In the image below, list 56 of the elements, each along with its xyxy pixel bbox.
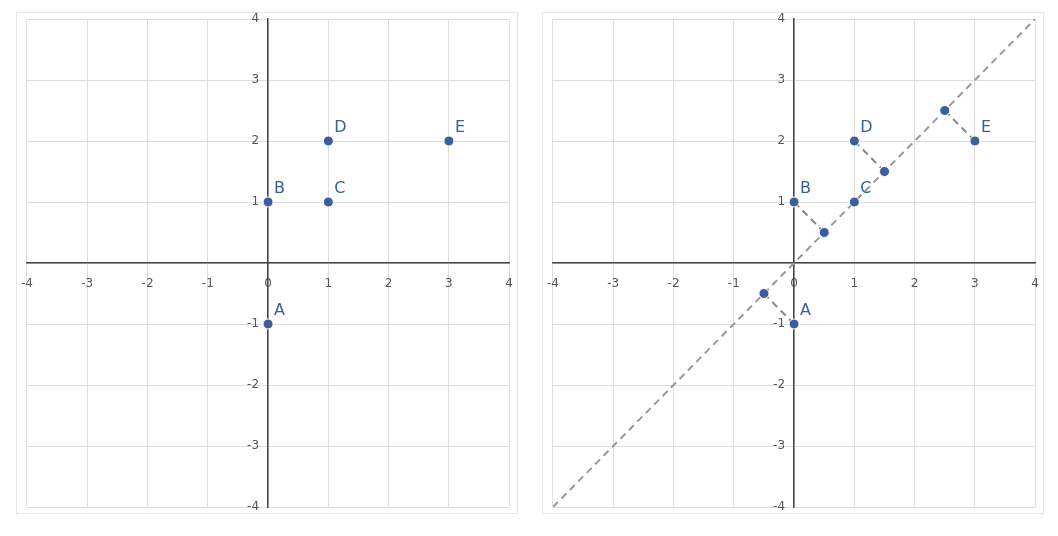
point bbox=[443, 135, 455, 147]
point bbox=[322, 135, 334, 147]
annotation: C bbox=[860, 178, 872, 198]
point bbox=[879, 166, 890, 177]
y-tick-label: 1 bbox=[251, 194, 260, 209]
point bbox=[262, 196, 274, 208]
point bbox=[262, 318, 274, 330]
point bbox=[818, 227, 830, 238]
y-tick-label: 4 bbox=[777, 11, 786, 26]
point bbox=[758, 288, 770, 299]
y-tick-label: -3 bbox=[247, 438, 260, 453]
annotation: B bbox=[800, 178, 812, 198]
point bbox=[322, 196, 334, 208]
y-tick-label: 3 bbox=[777, 72, 786, 87]
y-tick-label: -4 bbox=[247, 499, 260, 514]
x-tick-label: 3 bbox=[445, 276, 453, 291]
y-tick-label: 4 bbox=[251, 11, 260, 26]
annotation: D bbox=[860, 117, 873, 137]
point bbox=[939, 105, 951, 116]
y-tick-label: 1 bbox=[777, 194, 786, 209]
y-tick-label: 3 bbox=[251, 72, 260, 87]
annotation: A bbox=[274, 300, 286, 320]
x-tick-label: -2 bbox=[141, 276, 154, 291]
x-tick-label: -1 bbox=[201, 276, 214, 291]
point bbox=[848, 135, 860, 147]
y-tick-label: -3 bbox=[773, 438, 786, 453]
annotation: B bbox=[274, 178, 286, 198]
annotation: E bbox=[454, 117, 466, 137]
x-tick-label: 1 bbox=[324, 276, 333, 291]
point bbox=[788, 318, 800, 330]
point bbox=[969, 135, 981, 147]
x-tick-label: 4 bbox=[505, 276, 513, 291]
x-tick-label: -4 bbox=[547, 276, 559, 291]
y-tick-label: -4 bbox=[773, 499, 786, 514]
x-tick-label: 4 bbox=[1031, 276, 1039, 291]
annotation: D bbox=[334, 117, 347, 137]
y-tick-label: 2 bbox=[251, 133, 260, 148]
y-tick-label: -2 bbox=[773, 377, 786, 392]
y-tick-label: 2 bbox=[777, 133, 786, 148]
point bbox=[788, 196, 800, 208]
y-tick-label: -1 bbox=[247, 316, 260, 331]
x-tick-label: -2 bbox=[667, 276, 680, 291]
x-tick-label: 1 bbox=[850, 276, 859, 291]
annotation: E bbox=[980, 117, 992, 137]
y-tick-label: -2 bbox=[247, 377, 260, 392]
x-tick-label: -3 bbox=[81, 276, 94, 291]
annotation: C bbox=[334, 178, 346, 198]
x-tick-label: -3 bbox=[607, 276, 620, 291]
y-tick-label: -1 bbox=[773, 316, 786, 331]
x-tick-label: -4 bbox=[21, 276, 33, 291]
x-tick-label: 2 bbox=[384, 276, 393, 291]
x-tick-label: 2 bbox=[910, 276, 919, 291]
point bbox=[848, 196, 860, 208]
x-tick-label: 3 bbox=[971, 276, 979, 291]
x-tick-label: -1 bbox=[727, 276, 740, 291]
annotation: A bbox=[800, 300, 812, 320]
